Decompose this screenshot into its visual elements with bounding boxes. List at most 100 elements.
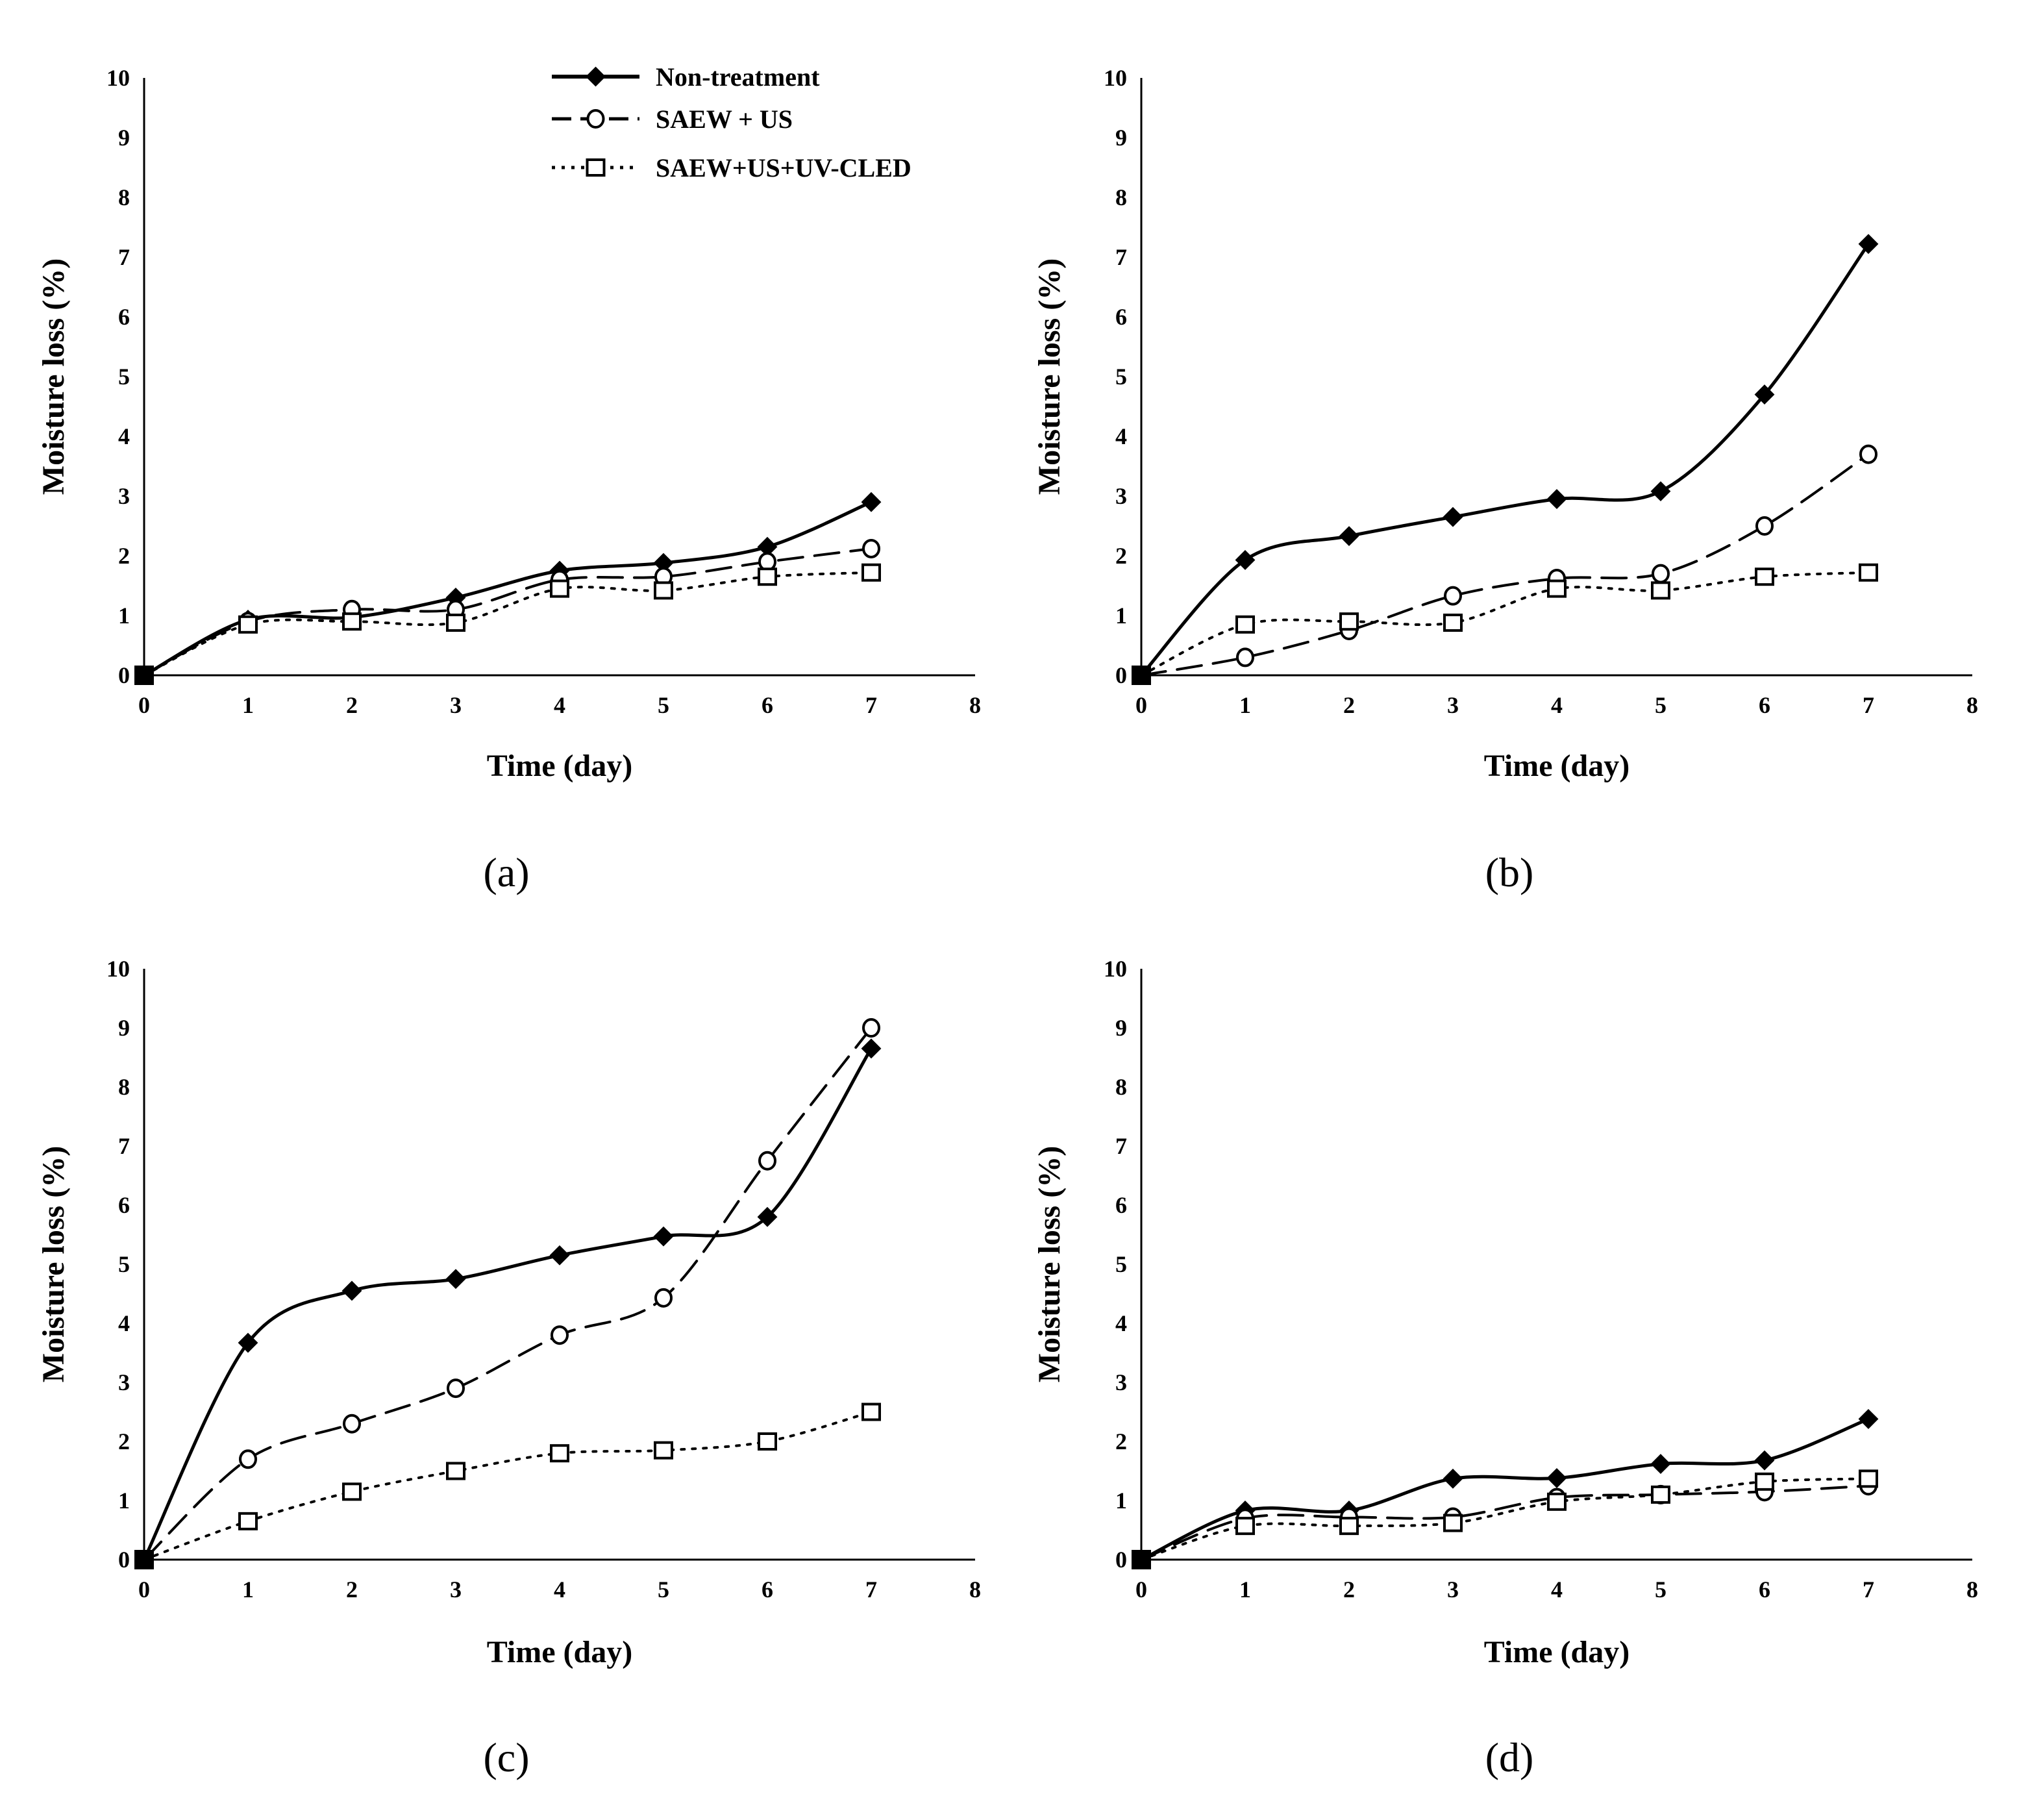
legend-label: SAEW+US+UV-CLED [656, 153, 911, 182]
x-tick-label: 1 [1239, 692, 1251, 718]
y-tick-label: 10 [106, 956, 130, 982]
y-tick-label: 7 [1115, 1133, 1127, 1159]
x-tick-label: 3 [450, 1577, 462, 1602]
y-axis-title: Moisture loss (%) [1032, 1146, 1067, 1382]
data-point-square [446, 614, 465, 632]
x-tick-label: 8 [969, 692, 981, 718]
data-point-diamond [1650, 1454, 1671, 1474]
y-tick-label: 1 [118, 603, 130, 629]
x-tick-label: 2 [1343, 1577, 1355, 1602]
data-point-circle [862, 1018, 880, 1038]
data-point-square [1443, 1514, 1463, 1532]
data-point-square [1651, 581, 1670, 600]
legend: Non-treatment SAEW + US SAEW+US+UV-CLED [552, 62, 911, 182]
series-line-diamond [1139, 242, 1870, 677]
y-tick-label: 10 [1104, 956, 1127, 982]
x-tick-label: 6 [762, 1577, 773, 1602]
x-axis-title: Time (day) [487, 1635, 632, 1669]
x-tick-label: 5 [658, 1577, 669, 1602]
data-point-diamond [1754, 1450, 1775, 1471]
series-line-circle [143, 1027, 873, 1561]
data-point-diamond [549, 1245, 570, 1265]
legend-item: Non-treatment [552, 62, 820, 92]
y-tick-label: 2 [118, 543, 130, 569]
x-tick-label: 3 [1447, 692, 1459, 718]
data-point-diamond [1443, 506, 1463, 527]
x-axis-title: Time (day) [1484, 749, 1629, 783]
data-point-diamond [1339, 526, 1359, 547]
y-tick-label: 0 [118, 662, 130, 688]
y-tick-label: 5 [1115, 364, 1127, 390]
x-tick-label: 6 [1759, 1577, 1770, 1602]
data-point-diamond [653, 1226, 674, 1247]
data-point-diamond [1650, 481, 1671, 502]
data-point-circle [1859, 444, 1877, 464]
y-tick-label: 8 [1115, 1074, 1127, 1100]
data-point-diamond [1858, 1409, 1879, 1429]
data-point-circle [1652, 564, 1670, 584]
y-axis-title: Moisture loss (%) [36, 258, 71, 495]
x-tick-label: 6 [1759, 692, 1770, 718]
data-point-circle [343, 1414, 361, 1434]
x-tick-label: 7 [865, 1577, 877, 1602]
origin-point [134, 1550, 154, 1569]
data-point-square [1443, 614, 1463, 632]
y-tick-label: 6 [118, 1192, 130, 1218]
data-point-diamond [1546, 1468, 1567, 1488]
data-point-square [1859, 563, 1878, 582]
origin-point [1132, 666, 1151, 685]
x-axis-title: Time (day) [1484, 1635, 1629, 1669]
y-tick-label: 6 [1115, 304, 1127, 330]
y-tick-label: 8 [118, 184, 130, 210]
y-tick-label: 4 [118, 1310, 130, 1336]
data-point-square [1547, 579, 1567, 598]
data-point-circle [447, 1378, 465, 1399]
data-point-diamond [1754, 384, 1775, 405]
y-tick-label: 8 [1115, 184, 1127, 210]
data-point-diamond [861, 1038, 882, 1059]
data-point-circle [551, 1325, 569, 1345]
data-point-circle [1236, 647, 1254, 667]
data-point-diamond [861, 492, 882, 512]
data-point-square [1235, 1517, 1255, 1536]
legend-marker-diamond [586, 66, 606, 87]
data-point-square [758, 567, 777, 586]
y-tick-label: 6 [118, 304, 130, 330]
legend-label: Non-treatment [656, 62, 820, 92]
y-tick-label: 1 [1115, 603, 1127, 629]
chart-panel-a: 0 1 2 3 4 5 6 7 8 0 1 2 3 4 5 6 7 8 9 10 Time (day) Moisture … [36, 65, 981, 895]
y-tick-label: 4 [1115, 423, 1127, 449]
data-point-square [654, 1441, 673, 1460]
y-tick-label: 10 [1104, 65, 1127, 91]
data-point-diamond [1235, 550, 1256, 570]
y-tick-label: 7 [118, 244, 130, 270]
x-tick-label: 5 [1655, 692, 1666, 718]
data-point-diamond [341, 1280, 362, 1301]
x-tick-label: 1 [1239, 1577, 1251, 1602]
y-tick-label: 1 [118, 1488, 130, 1514]
data-point-square [1339, 1517, 1359, 1536]
data-point-square [861, 563, 881, 582]
x-tick-label: 0 [1135, 1577, 1147, 1602]
legend-item: SAEW + US [552, 105, 793, 134]
x-tick-label: 7 [865, 692, 877, 718]
panel-label: (a) [483, 849, 529, 895]
x-tick-label: 1 [242, 692, 254, 718]
x-tick-label: 4 [1551, 1577, 1563, 1602]
x-tick-label: 8 [1966, 1577, 1978, 1602]
y-tick-label: 9 [1115, 1015, 1127, 1041]
data-point-circle [758, 1151, 776, 1171]
y-tick-label: 4 [1115, 1310, 1127, 1336]
y-tick-label: 2 [118, 1428, 130, 1454]
y-tick-label: 6 [1115, 1192, 1127, 1218]
panel-label: (c) [483, 1734, 529, 1780]
y-tick-label: 9 [118, 1015, 130, 1041]
legend-item: SAEW+US+UV-CLED [552, 153, 911, 182]
series-line-diamond [142, 500, 873, 677]
y-tick-label: 2 [1115, 543, 1127, 569]
origin-point [134, 666, 154, 685]
data-point-circle [654, 1288, 673, 1308]
y-tick-label: 8 [118, 1074, 130, 1100]
y-axis-title: Moisture loss (%) [1032, 258, 1067, 495]
